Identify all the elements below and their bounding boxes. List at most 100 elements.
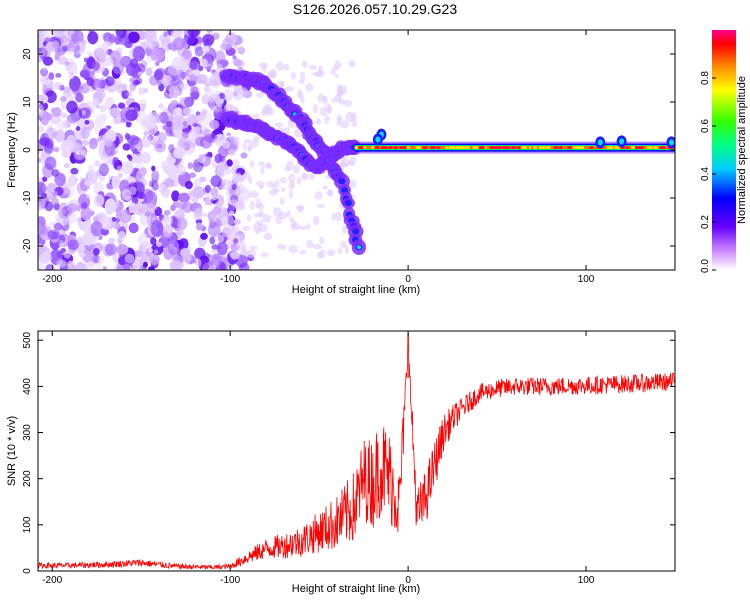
snr-ytick-label: 100	[22, 516, 33, 533]
noise-blob	[331, 212, 336, 221]
noise-blob	[71, 84, 82, 95]
spectrogram-xtick-label: -100	[220, 274, 240, 285]
noise-blob	[232, 238, 239, 244]
noise-blob	[136, 146, 144, 153]
carrier-core-segment	[553, 146, 559, 149]
noise-blob	[171, 30, 181, 38]
noise-blob	[193, 178, 202, 188]
snr-ytick-label: 300	[22, 424, 33, 441]
noise-blob	[93, 79, 103, 88]
noise-blob	[318, 236, 325, 245]
noise-blob	[249, 190, 259, 199]
snr-xtick-label: -200	[42, 575, 62, 586]
noise-blob	[147, 42, 154, 50]
carrier-core-segment	[533, 146, 537, 149]
noise-blob	[78, 251, 86, 258]
carrier-core-segment	[572, 146, 580, 149]
noise-blob	[288, 244, 298, 254]
noise-blob	[151, 181, 159, 191]
spectrogram-x-label: Height of straight line (km)	[292, 284, 420, 296]
noise-blob	[138, 87, 145, 95]
noise-blob	[211, 244, 219, 250]
carrier-core-segment	[581, 146, 584, 149]
noise-blob	[214, 138, 220, 145]
carrier-core-segment	[502, 146, 509, 149]
noise-blob	[53, 222, 63, 231]
noise-blob	[178, 137, 192, 149]
carrier-core-segment	[358, 146, 366, 149]
noise-blob	[206, 191, 211, 198]
noise-blob	[87, 164, 95, 172]
noise-blob	[121, 161, 134, 176]
noise-blob	[288, 183, 295, 191]
carrier-core-segment	[436, 146, 440, 149]
noise-blob	[75, 261, 86, 270]
noise-blob	[324, 114, 330, 125]
noise-blob	[166, 165, 179, 180]
noise-blob	[75, 92, 84, 103]
noise-blob	[297, 88, 302, 98]
carrier-core-segment	[545, 146, 551, 149]
noise-blob	[216, 59, 228, 69]
carrier-core-segment	[673, 146, 675, 149]
noise-blob	[319, 249, 326, 259]
noise-blob	[51, 169, 60, 177]
figure-title: S126.2026.057.10.29.G23	[293, 1, 457, 17]
noise-blob	[63, 250, 71, 259]
noise-blob	[263, 232, 273, 241]
noise-blob	[179, 83, 189, 91]
colorbar-tick-label: 0.8	[700, 71, 711, 85]
noise-blob	[84, 179, 93, 187]
noise-blob	[209, 119, 220, 130]
noise-blob	[176, 164, 186, 176]
snr-ytick-label: 500	[22, 331, 33, 348]
noise-blob	[143, 131, 149, 136]
noise-blob	[104, 198, 117, 214]
noise-blob	[214, 153, 223, 164]
noise-blob	[322, 185, 328, 190]
noise-blob	[112, 118, 120, 125]
noise-blob	[140, 60, 148, 68]
noise-blob	[167, 65, 181, 76]
noise-blob	[156, 242, 163, 247]
noise-blob	[70, 167, 79, 175]
noise-blob	[182, 120, 188, 127]
noise-blob	[190, 86, 198, 93]
noise-blob	[312, 243, 323, 250]
noise-blob	[88, 137, 98, 150]
noise-blob	[88, 260, 95, 268]
noise-blob	[94, 160, 101, 167]
noise-blob	[202, 262, 214, 270]
noise-blob	[177, 202, 184, 211]
noise-blob	[226, 159, 233, 167]
noise-blob	[82, 248, 95, 264]
noise-blob	[162, 223, 173, 238]
carrier-core-segment	[388, 146, 393, 149]
noise-blob	[62, 139, 69, 148]
noise-blob	[171, 116, 182, 131]
noise-blob	[49, 221, 55, 227]
noise-blob	[51, 40, 60, 49]
noise-blob	[280, 187, 286, 192]
noise-blob	[143, 113, 157, 130]
noise-blob	[44, 156, 57, 171]
noise-blob	[308, 173, 316, 180]
noise-blob	[73, 177, 79, 182]
snr-ytick-label: 200	[22, 470, 33, 487]
noise-blob	[154, 135, 159, 141]
noise-blob	[202, 213, 207, 217]
colorbar-tick-label: 0.6	[700, 119, 711, 133]
noise-blob	[126, 90, 133, 97]
noise-blob	[151, 170, 160, 181]
noise-blob	[281, 244, 287, 250]
noise-blob	[132, 261, 142, 270]
noise-blob	[207, 253, 212, 258]
noise-blob	[199, 58, 208, 67]
noise-blob	[40, 251, 52, 265]
carrier-core-segment	[445, 146, 448, 149]
noise-blob	[337, 247, 343, 255]
spectrogram-ytick-label: -10	[22, 190, 33, 205]
carrier-core-segment	[415, 146, 422, 149]
noise-blob	[220, 215, 229, 225]
noise-blob	[340, 120, 350, 129]
